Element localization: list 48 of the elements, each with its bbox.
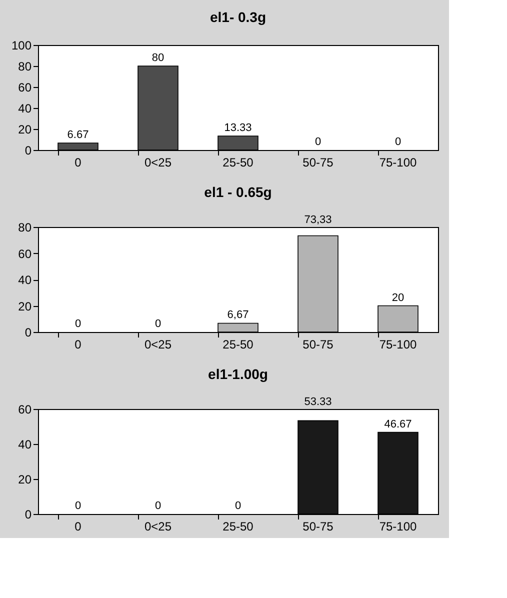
data-label: 53.33 bbox=[304, 396, 332, 408]
x-tick-label: 0<25 bbox=[144, 338, 172, 352]
y-tick-label: 60 bbox=[18, 402, 32, 416]
chart-title: el1 - 0.65g bbox=[204, 184, 272, 200]
data-label: 0 bbox=[234, 500, 242, 512]
x-tick-label: 0 bbox=[74, 338, 82, 352]
x-tick-label: 0 bbox=[74, 156, 82, 170]
x-tick-label: 0<25 bbox=[144, 156, 172, 170]
data-label: 73,33 bbox=[304, 214, 332, 226]
data-label: 46.67 bbox=[384, 418, 412, 430]
data-label: 0 bbox=[154, 318, 162, 330]
y-tick-label: 80 bbox=[18, 220, 32, 234]
y-tick-label: 40 bbox=[18, 102, 32, 116]
x-tick-label: 25-50 bbox=[222, 338, 254, 352]
data-label: 6.67 bbox=[67, 128, 89, 141]
x-tick-label: 50-75 bbox=[302, 520, 334, 534]
y-tick-label: 20 bbox=[18, 299, 32, 314]
x-tick-label: 50-75 bbox=[302, 156, 334, 170]
y-tick-label: 60 bbox=[18, 80, 32, 94]
x-tick-label: 25-50 bbox=[222, 520, 254, 534]
data-label: 0 bbox=[314, 136, 322, 148]
data-label: 80 bbox=[152, 52, 164, 64]
y-tick-label: 40 bbox=[18, 273, 32, 287]
y-tick-label: 20 bbox=[18, 472, 32, 486]
data-label: 0 bbox=[154, 500, 162, 512]
y-tick-label: 0 bbox=[24, 144, 32, 158]
data-label: 20 bbox=[392, 292, 404, 304]
x-tick-label: 75-100 bbox=[379, 520, 418, 534]
x-tick-label: 75-100 bbox=[379, 338, 418, 352]
y-tick-label: 40 bbox=[18, 438, 32, 452]
y-tick-label: 20 bbox=[18, 122, 32, 136]
data-label: 0 bbox=[394, 136, 402, 148]
x-tick-label: 50-75 bbox=[302, 338, 334, 352]
x-tick-label: 0<25 bbox=[144, 520, 172, 534]
y-tick-label: 0 bbox=[24, 508, 32, 522]
data-label: 0 bbox=[74, 500, 82, 512]
chart-title: el1- 0.3g bbox=[210, 9, 266, 25]
x-tick-label: 0 bbox=[74, 520, 82, 534]
y-tick-label: 0 bbox=[24, 326, 32, 340]
data-label: 13.33 bbox=[224, 122, 252, 134]
chart-title: el1-1.00g bbox=[208, 366, 268, 382]
y-tick-label: 100 bbox=[11, 38, 32, 52]
y-tick-label: 80 bbox=[18, 60, 32, 74]
y-tick-label: 60 bbox=[18, 246, 32, 261]
x-tick-label: 25-50 bbox=[222, 156, 254, 170]
data-label: 0 bbox=[74, 318, 82, 330]
data-label: 6,67 bbox=[227, 309, 249, 322]
x-tick-label: 75-100 bbox=[379, 156, 418, 170]
